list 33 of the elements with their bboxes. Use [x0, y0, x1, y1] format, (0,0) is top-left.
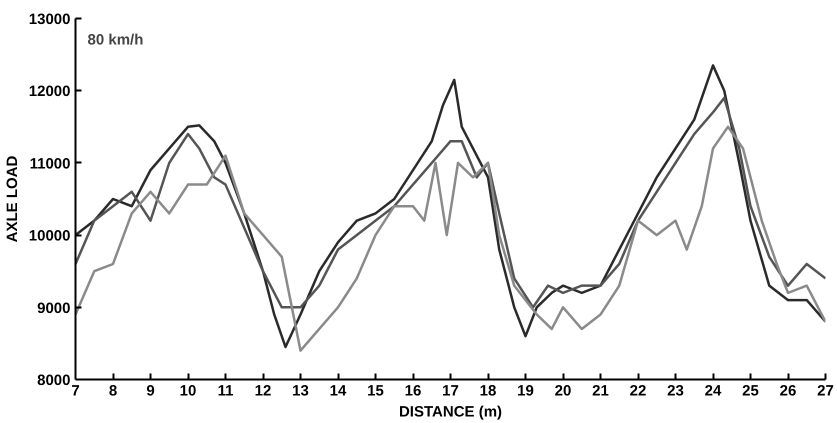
- x-tick-label: 15: [367, 382, 384, 400]
- annotation: 80 km/h: [88, 32, 144, 48]
- y-tick-label: 12000: [28, 83, 71, 100]
- x-tick-label: 16: [404, 382, 422, 400]
- x-axis-title: DISTANCE (m): [398, 404, 502, 420]
- y-tick-label: 10000: [28, 228, 71, 245]
- x-tick-label: 12: [254, 382, 272, 400]
- line-series: [76, 64, 826, 348]
- y-tick-label: 11000: [30, 155, 71, 172]
- x-tick-label: 27: [817, 382, 834, 400]
- line-series: [76, 126, 826, 352]
- x-tick-label: 26: [780, 382, 796, 400]
- y-tick-label: 13000: [28, 11, 71, 28]
- x-tick-label: 8: [108, 382, 118, 400]
- x-tick-label: 13: [292, 382, 309, 400]
- y-tick-label: 9000: [37, 300, 71, 317]
- x-tick-label: 24: [704, 382, 722, 400]
- x-tick-label: 9: [146, 382, 155, 400]
- line-series: [76, 96, 826, 309]
- x-tick-label: 19: [517, 382, 534, 400]
- x-tick-label: 21: [592, 382, 609, 400]
- y-tick-label: 8000: [37, 372, 71, 389]
- x-tick-label: 18: [480, 382, 496, 400]
- x-tick-label: 11: [218, 382, 234, 400]
- x-tick-label: 25: [742, 382, 759, 400]
- y-axis-title: AXLE LOAD: [4, 156, 21, 242]
- x-tick-label: 10: [180, 382, 196, 400]
- x-tick-label: 22: [630, 382, 646, 400]
- x-tick-label: 20: [554, 382, 572, 400]
- x-tick-label: 7: [71, 382, 80, 400]
- x-tick-label: 17: [442, 382, 459, 400]
- x-tick-label: 23: [667, 382, 684, 400]
- x-tick-label: 14: [330, 382, 347, 400]
